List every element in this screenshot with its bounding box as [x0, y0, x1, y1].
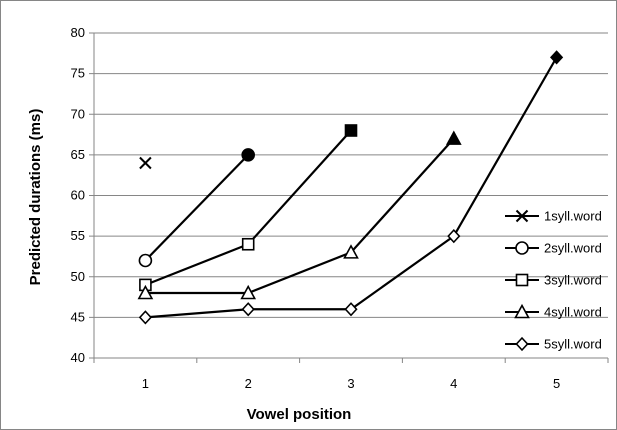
- point-4syll.word-1: [137, 284, 154, 300]
- legend-marker-3syll.word: [515, 273, 529, 287]
- y-tick-label-50: 50: [71, 269, 85, 284]
- y-tick-label-75: 75: [71, 66, 85, 81]
- x-tick-label-3: 3: [347, 376, 354, 391]
- legend-label: 3syll.word: [544, 273, 602, 288]
- point-4syll.word-3: [343, 244, 359, 259]
- series-line-4syll.word: [145, 137, 455, 295]
- legend-marker-2syll.word: [515, 241, 529, 255]
- series-line-5syll.word: [145, 56, 558, 319]
- legend-marker-4syll.word: [514, 303, 530, 319]
- legend-entry-5syll.word: 5syll.word: [505, 337, 602, 352]
- y-tick-label-60: 60: [71, 188, 85, 203]
- point-2syll.word-2: [241, 148, 255, 162]
- point-5syll.word-3: [344, 302, 358, 317]
- y-tick-label-40: 40: [71, 350, 85, 365]
- y-tick-label-70: 70: [71, 106, 85, 121]
- point-3syll.word-2: [241, 237, 255, 251]
- x-tick-label-2: 2: [245, 376, 252, 391]
- y-axis-title: Predicted durations (ms): [27, 109, 44, 286]
- x-tick-label-5: 5: [553, 376, 560, 391]
- point-4syll.word-2: [240, 284, 257, 300]
- legend-entry-3syll.word: 3syll.word: [505, 273, 602, 288]
- point-5syll.word-5: [550, 50, 564, 65]
- point-1syll.word-1: [139, 156, 152, 170]
- legend-entry-2syll.word: 2syll.word: [505, 241, 602, 256]
- y-tick-label-45: 45: [71, 309, 85, 324]
- y-tick-label-55: 55: [71, 228, 85, 243]
- legend-entry-4syll.word: 4syll.word: [505, 303, 602, 320]
- legend-label: 5syll.word: [544, 337, 602, 352]
- x-tick-label-1: 1: [142, 376, 149, 391]
- legend-entry-1syll.word: 1syll.word: [505, 209, 602, 224]
- legend: 1syll.word 2syll.word 3syll.word 4syll.word…: [505, 209, 602, 352]
- legend-marker-5syll.word: [515, 336, 529, 352]
- legend-label: 2syll.word: [544, 241, 602, 256]
- y-tick-label-65: 65: [71, 147, 85, 162]
- series-5syll.word: [138, 50, 564, 325]
- axis-layer: [89, 32, 609, 363]
- series-line-2syll.word: [144, 154, 249, 262]
- series-2syll.word: [138, 148, 255, 268]
- legend-label: 4syll.word: [544, 305, 602, 320]
- point-5syll.word-4: [447, 228, 461, 244]
- series-layer: [137, 50, 564, 325]
- point-5syll.word-1: [138, 310, 152, 325]
- y-tick-label-80: 80: [71, 25, 85, 40]
- grid-layer: [94, 32, 608, 318]
- x-axis-title: Vowel position: [247, 406, 352, 423]
- x-tick-label-4: 4: [450, 376, 457, 391]
- legend-marker-1syll.word: [515, 209, 529, 223]
- point-3syll.word-3: [344, 124, 358, 137]
- legend-label: 1syll.word: [544, 209, 602, 224]
- series-1syll.word: [139, 156, 152, 170]
- series-4syll.word: [137, 130, 462, 300]
- point-2syll.word-1: [138, 253, 153, 268]
- point-4syll.word-4: [445, 130, 462, 145]
- point-5syll.word-2: [241, 302, 255, 317]
